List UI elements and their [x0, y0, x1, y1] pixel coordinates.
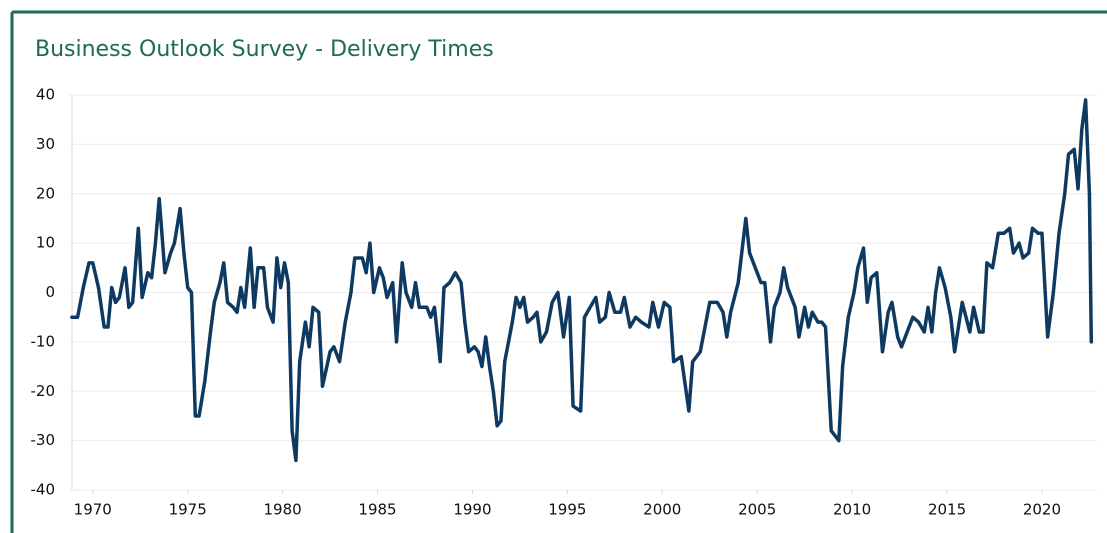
- y-tick-label: 10: [36, 234, 55, 252]
- y-tick-label: 0: [45, 283, 55, 301]
- y-tick-label: -40: [31, 481, 56, 499]
- x-tick-label: 1985: [358, 501, 396, 519]
- series-line: [70, 98, 1094, 463]
- y-tick-label: -10: [31, 332, 56, 350]
- x-tick-label: 1995: [548, 501, 586, 519]
- y-tick-label: 30: [36, 135, 55, 153]
- x-tick-label: 2005: [738, 501, 776, 519]
- x-tick-label: 2010: [833, 501, 871, 519]
- x-tick-label: 1975: [169, 501, 207, 519]
- x-tick-label: 1980: [264, 501, 302, 519]
- x-tick-label: 1990: [453, 501, 491, 519]
- x-tick-label: 2000: [643, 501, 681, 519]
- y-tick-label: -20: [31, 382, 56, 400]
- y-tick-label: 20: [36, 184, 55, 202]
- x-tick-label: 2020: [1023, 501, 1061, 519]
- x-tick-label: 2015: [928, 501, 966, 519]
- chart-title: Business Outlook Survey - Delivery Times: [35, 37, 494, 62]
- y-tick-label: 40: [36, 86, 55, 104]
- x-tick-label: 1970: [74, 501, 112, 519]
- y-tick-label: -30: [31, 431, 56, 449]
